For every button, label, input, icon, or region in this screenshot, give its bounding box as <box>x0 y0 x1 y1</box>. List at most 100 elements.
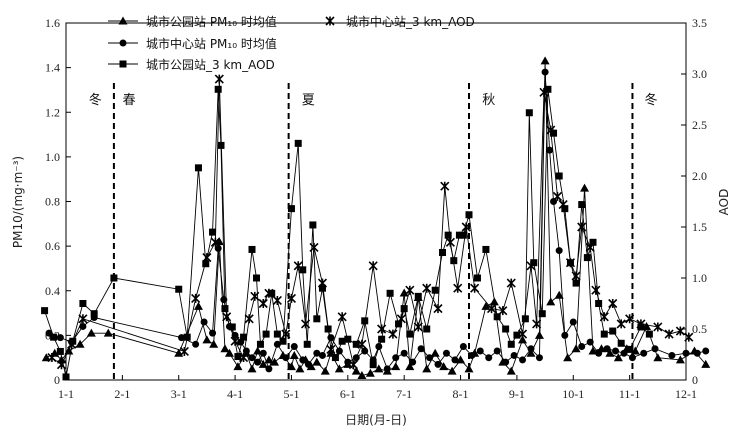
data-point <box>262 330 270 338</box>
y-left-tick-label: 1.6 <box>45 16 60 30</box>
series-layer <box>41 56 711 381</box>
data-point <box>578 201 586 209</box>
data-point <box>320 366 330 375</box>
data-point <box>433 304 443 314</box>
data-point <box>506 278 516 288</box>
data-point <box>555 247 563 255</box>
data-point <box>62 373 70 381</box>
data-point <box>357 339 367 349</box>
legend-item: 城市中心站_3 km_AOD <box>325 14 475 29</box>
data-point <box>561 205 569 213</box>
data-point <box>434 360 442 368</box>
data-point <box>507 340 515 348</box>
data-point <box>563 353 573 362</box>
data-point <box>318 351 326 359</box>
data-point <box>119 60 127 68</box>
data-point <box>571 271 581 281</box>
season-label: 冬 <box>645 92 658 108</box>
data-point <box>286 362 296 371</box>
x-tick-label: 3-1 <box>171 387 187 401</box>
data-point <box>486 304 497 314</box>
plot-frame <box>65 22 687 381</box>
data-point <box>47 352 57 363</box>
data-point <box>431 286 439 294</box>
data-point <box>586 338 594 346</box>
data-point <box>75 339 85 348</box>
data-point <box>90 310 98 318</box>
data-point <box>538 310 546 318</box>
x-tick-label: 8-1 <box>453 387 469 401</box>
data-point <box>214 74 224 84</box>
data-point <box>465 211 473 219</box>
y-left-tick-label: 0.8 <box>45 195 60 209</box>
data-point <box>585 242 595 252</box>
legend-label: 城市公园站_3 km_AOD <box>146 57 275 72</box>
data-point <box>318 284 326 292</box>
data-point <box>612 347 620 355</box>
data-point <box>599 312 609 322</box>
x-tick-label: 10-1 <box>562 387 584 401</box>
data-point <box>348 360 359 370</box>
data-point <box>554 290 564 299</box>
data-point <box>405 362 415 371</box>
data-point <box>400 349 408 357</box>
data-point <box>200 318 208 326</box>
data-point <box>238 352 249 363</box>
y-right-tick-label: 3.0 <box>692 67 707 81</box>
data-point <box>682 349 690 357</box>
data-point <box>651 345 659 353</box>
data-point <box>361 317 369 325</box>
data-point <box>273 340 281 348</box>
data-point <box>240 333 248 341</box>
data-point <box>369 361 377 369</box>
data-point <box>352 340 360 348</box>
data-point <box>539 87 549 97</box>
data-point <box>220 296 228 304</box>
data-point <box>546 297 556 306</box>
data-point <box>636 319 646 329</box>
legend-label: 城市公园站 PM₁₀ 时均值 <box>146 14 277 29</box>
data-point <box>578 343 586 351</box>
data-point <box>620 349 628 357</box>
data-point <box>571 344 581 353</box>
data-point <box>272 295 282 306</box>
y-left-tick-label: 0.4 <box>45 284 60 298</box>
data-point <box>299 356 307 364</box>
data-point <box>248 245 256 253</box>
y-right-tick-label: 2.0 <box>692 169 707 183</box>
data-point <box>391 362 401 371</box>
data-point <box>265 365 273 373</box>
data-point <box>248 354 256 362</box>
series-line <box>51 79 690 367</box>
y-left-tick-label: 1.4 <box>45 61 60 75</box>
data-point <box>392 354 400 362</box>
data-point <box>377 324 387 334</box>
data-point <box>451 356 459 364</box>
data-point <box>290 343 298 351</box>
data-point <box>270 357 280 366</box>
data-point <box>365 368 375 377</box>
data-point <box>368 261 378 271</box>
series-line <box>48 72 706 371</box>
y-right-tick-label: 0.5 <box>692 322 707 336</box>
data-point <box>56 347 64 355</box>
data-point <box>668 351 676 359</box>
y-left-tick-label: 0 <box>54 373 60 387</box>
data-point <box>344 358 352 366</box>
legend-item: 城市公园站 PM₁₀ 时均值 <box>108 14 277 29</box>
data-point <box>210 237 220 247</box>
data-point <box>194 164 202 172</box>
data-point <box>422 364 432 373</box>
data-point <box>422 283 432 293</box>
data-point <box>609 327 617 335</box>
data-point <box>175 285 183 293</box>
data-point <box>334 364 344 373</box>
data-point <box>258 359 268 368</box>
data-point <box>110 274 118 282</box>
data-point <box>555 172 563 180</box>
data-point <box>535 354 543 362</box>
legend-label: 城市中心站 PM₁₀ 时均值 <box>146 36 277 51</box>
data-point <box>214 244 222 252</box>
data-point <box>220 344 230 353</box>
data-point <box>383 365 391 373</box>
